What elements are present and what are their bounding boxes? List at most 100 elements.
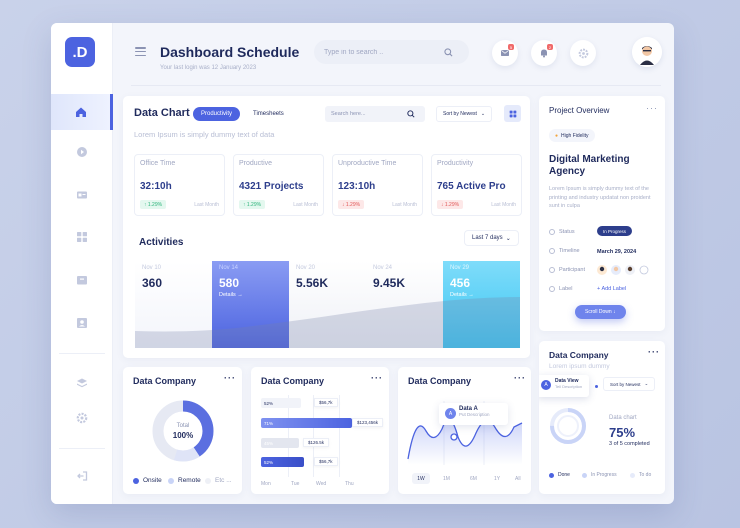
tab-productivity[interactable]: Productivity bbox=[193, 107, 241, 121]
participant-avatars[interactable] bbox=[597, 264, 649, 276]
sort-select[interactable]: Sort by Newest ⌄ bbox=[603, 377, 656, 391]
donut-chart[interactable] bbox=[150, 398, 216, 464]
activity-column-highlight[interactable]: Nov 14 580 Details → bbox=[212, 261, 289, 348]
home-icon bbox=[75, 107, 86, 117]
legend-remote: Remote bbox=[168, 477, 201, 484]
data-company-bars-card: Data Company ··· 52% $56,7k 71% $123,456… bbox=[251, 367, 389, 494]
notifications-button[interactable]: 2 bbox=[531, 40, 557, 66]
mail-badge: 5 bbox=[508, 44, 514, 50]
bar[interactable]: 52% bbox=[261, 457, 304, 467]
stat-change-badge: ↑ 1.29% bbox=[140, 200, 167, 209]
period-all[interactable]: All bbox=[515, 476, 521, 482]
more-options-icon[interactable]: ··· bbox=[514, 373, 526, 383]
activity-column-highlight[interactable]: Nov 29 456 Details → bbox=[443, 261, 520, 348]
stat-period: Last Month bbox=[392, 202, 417, 208]
stat-label: Unproductive Time bbox=[338, 160, 397, 167]
play-circle-icon bbox=[77, 147, 87, 157]
user-initial-icon: A bbox=[541, 380, 551, 390]
activity-column[interactable]: Nov 24 9.45K bbox=[366, 261, 443, 348]
timeline-icon bbox=[549, 248, 555, 254]
search-icon[interactable] bbox=[407, 110, 415, 118]
legend-dot bbox=[168, 477, 174, 484]
x-axis-label: Thu bbox=[345, 481, 354, 487]
legend-in-progress: In Progress bbox=[582, 472, 617, 478]
grid-view-button[interactable] bbox=[504, 105, 521, 122]
stat-period: Last Month bbox=[491, 202, 516, 208]
popup-subtitle: Tell Description bbox=[555, 384, 583, 389]
completion-text: 3 of 5 completed bbox=[609, 441, 650, 447]
more-options-icon[interactable]: ··· bbox=[648, 347, 660, 357]
grid-line bbox=[339, 395, 340, 477]
activity-details-link[interactable]: Details → bbox=[450, 292, 474, 298]
stat-productive[interactable]: Productive 4321 Projects ↑ 1.29% Last Mo… bbox=[233, 154, 324, 216]
activity-date: Nov 10 bbox=[142, 265, 162, 271]
card-title: Data Company bbox=[549, 350, 609, 360]
logout-button[interactable] bbox=[51, 458, 113, 494]
scroll-down-button[interactable]: Scroll Down ↓ bbox=[575, 305, 626, 319]
legend-dot bbox=[549, 472, 554, 478]
legend-label: To do bbox=[639, 472, 652, 478]
legend-dot bbox=[630, 472, 635, 478]
card-title: Data Company bbox=[408, 376, 472, 386]
sidebar-item-grid[interactable] bbox=[51, 219, 113, 255]
sidebar-item-card[interactable] bbox=[51, 177, 113, 213]
bar[interactable]: 52% bbox=[261, 398, 301, 408]
legend-onsite: Onsite bbox=[133, 477, 162, 484]
legend-dot bbox=[582, 472, 587, 478]
chart-search[interactable] bbox=[325, 106, 425, 122]
stat-office-time[interactable]: Office Time 32:10h ↑ 1.29% Last Month bbox=[134, 154, 225, 216]
stat-unproductive-time[interactable]: Unproductive Time 123:10h ↓ 1.29% Last M… bbox=[332, 154, 423, 216]
sidebar-item-play[interactable] bbox=[51, 134, 113, 170]
gear-icon bbox=[578, 48, 588, 58]
activity-date: Nov 24 bbox=[373, 265, 393, 271]
period-1y[interactable]: 1Y bbox=[494, 476, 501, 482]
more-options-icon[interactable]: ··· bbox=[646, 103, 658, 113]
sidebar-item-home[interactable] bbox=[51, 94, 113, 130]
bar-value-tag: $123,456k bbox=[352, 418, 384, 427]
sort-select[interactable]: Sort by Newest ⌄ bbox=[436, 106, 493, 122]
archive-icon bbox=[77, 276, 87, 285]
sidebar-item-layers[interactable] bbox=[51, 365, 113, 401]
topbar: Dashboard Schedule Your last login was 1… bbox=[113, 23, 674, 89]
more-options-icon[interactable]: ··· bbox=[224, 373, 236, 383]
card-title: Data Company bbox=[133, 376, 197, 386]
popup-title: Data A bbox=[459, 406, 478, 412]
logout-icon bbox=[77, 471, 88, 481]
hamburger-menu-icon[interactable] bbox=[135, 47, 146, 56]
activity-column[interactable]: Nov 10 360 bbox=[135, 261, 212, 348]
settings-button[interactable] bbox=[570, 40, 596, 66]
stat-value: 4321 Projects bbox=[239, 181, 304, 192]
global-search[interactable] bbox=[314, 40, 469, 64]
range-select[interactable]: Last 7 days ⌄ bbox=[464, 230, 519, 246]
chart-search-input[interactable] bbox=[331, 111, 407, 117]
timeline-value: March 29, 2024 bbox=[597, 249, 637, 255]
legend-label: Done bbox=[558, 472, 570, 478]
period-1w[interactable]: 1W bbox=[412, 473, 430, 484]
project-overview-title: Project Overview bbox=[549, 106, 610, 115]
period-1m[interactable]: 1M bbox=[443, 476, 450, 482]
period-6m[interactable]: 6M bbox=[470, 476, 477, 482]
activity-details-link[interactable]: Details → bbox=[219, 292, 243, 298]
stat-change-badge: ↑ 1.29% bbox=[239, 200, 266, 209]
sidebar-item-settings[interactable] bbox=[51, 400, 113, 436]
activity-date: Nov 20 bbox=[296, 265, 316, 271]
bar[interactable]: 45% bbox=[261, 438, 299, 448]
sort-select-label: Sort by Newest bbox=[443, 111, 477, 117]
tab-timesheets[interactable]: Timesheets bbox=[253, 111, 284, 117]
mail-button[interactable]: 5 bbox=[492, 40, 518, 66]
app-logo[interactable]: .D bbox=[65, 37, 95, 67]
legend-dot bbox=[205, 477, 211, 484]
activities-title: Activities bbox=[139, 237, 184, 248]
data-chart-title: Data Chart bbox=[134, 107, 190, 119]
add-label-button[interactable]: + Add Label bbox=[597, 286, 627, 292]
sidebar-item-archive[interactable] bbox=[51, 262, 113, 298]
more-options-icon[interactable]: ··· bbox=[371, 373, 383, 383]
timeline-label: Timeline bbox=[559, 248, 580, 254]
search-input[interactable] bbox=[324, 48, 444, 56]
sidebar-item-user[interactable] bbox=[51, 305, 113, 341]
user-avatar[interactable] bbox=[632, 37, 662, 67]
stat-productivity[interactable]: Productivity 765 Active Pro ↓ 1.29% Last… bbox=[431, 154, 522, 216]
search-icon[interactable] bbox=[444, 47, 453, 57]
bar[interactable]: 71% bbox=[261, 418, 352, 428]
activity-column[interactable]: Nov 20 5.56K bbox=[289, 261, 366, 348]
